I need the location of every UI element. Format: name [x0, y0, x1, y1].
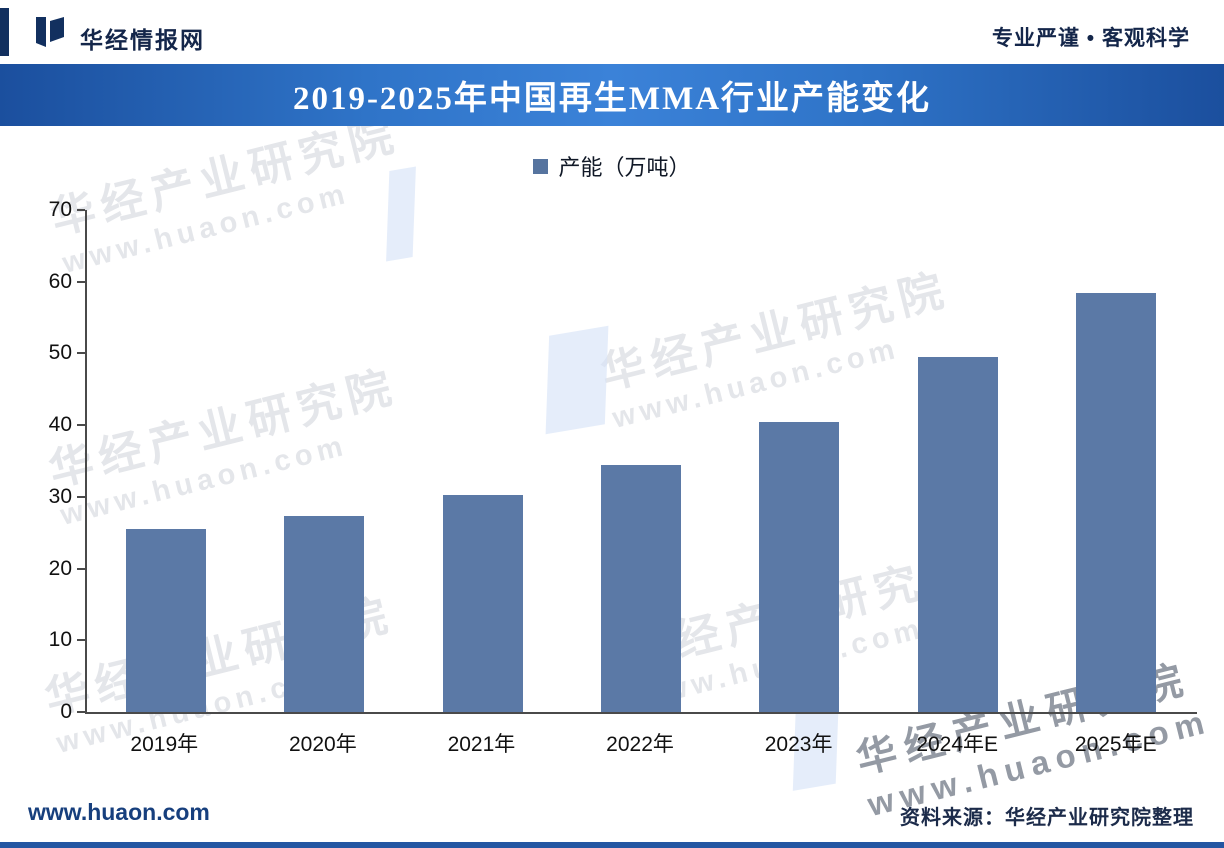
bar-2024年E: [917, 357, 998, 712]
y-tick-label: 70: [48, 198, 72, 221]
bar-column: [1037, 210, 1195, 712]
y-tick-mark: [77, 209, 85, 211]
chart-legend: 产能（万吨）: [0, 150, 1224, 182]
bar-column: [562, 210, 720, 712]
y-tick-label: 30: [48, 484, 72, 508]
x-tick-label: 2021年: [447, 733, 516, 756]
y-tick-mark: [77, 280, 85, 283]
legend-label: 产能（万吨）: [558, 155, 691, 180]
y-tick-mark: [77, 711, 85, 713]
bar-2025年E: [1075, 293, 1156, 712]
huajing-logo-icon: [36, 17, 64, 47]
bar-column: [245, 210, 403, 712]
y-tick-label: 10: [48, 628, 72, 652]
footer-website: www.huaon.com: [28, 799, 210, 825]
x-tick-label: 2025年E: [1074, 733, 1157, 756]
title-banner: 2019-2025年中国再生MMA行业产能变化: [0, 64, 1224, 126]
y-tick-mark: [77, 639, 85, 642]
header-slogan: 专业严谨 • 客观科学: [991, 27, 1190, 50]
x-tick-label: 2023年: [764, 733, 833, 756]
y-tick-label: 40: [48, 413, 72, 437]
bar-2020年: [284, 515, 365, 712]
footer-bottom-bar: [0, 842, 1224, 848]
x-tick-label: 2022年: [606, 733, 674, 756]
x-tick-label: 2019年: [130, 733, 199, 756]
y-tick-mark: [77, 352, 85, 355]
legend-swatch: [533, 158, 549, 174]
header-accent-bar: [0, 8, 9, 56]
chart-title: 2019-2025年中国再生MMA行业产能变化: [292, 81, 932, 117]
bar-2019年: [126, 529, 207, 712]
brand-name: 华经情报网: [80, 27, 205, 53]
bar-2022年: [600, 465, 681, 712]
footer-source: 资料来源：华经产业研究院整理: [900, 807, 1194, 829]
bar-column: [878, 210, 1036, 712]
y-axis-line: [85, 210, 87, 714]
bar-2021年: [442, 494, 523, 712]
y-tick-label: 50: [48, 341, 72, 365]
bars-container: [87, 210, 1195, 712]
y-tick-mark: [77, 424, 85, 427]
x-tick-label: 2024年E: [916, 733, 999, 756]
bar-column: [404, 210, 562, 712]
y-tick-label: 60: [48, 269, 72, 293]
x-axis-labels: 2019年 2020年 2021年 2022年 2023年 2024年E 2025年E: [85, 728, 1195, 758]
y-tick-mark: [77, 495, 85, 498]
bar-column: [720, 210, 878, 712]
x-axis-line: [85, 712, 1197, 714]
y-tick-label: 0: [60, 700, 72, 723]
y-tick-label: 20: [48, 556, 72, 580]
x-tick-label: 2020年: [289, 733, 357, 756]
bar-2023年: [759, 421, 840, 712]
y-tick-mark: [77, 567, 85, 570]
bar-column: [87, 210, 245, 712]
